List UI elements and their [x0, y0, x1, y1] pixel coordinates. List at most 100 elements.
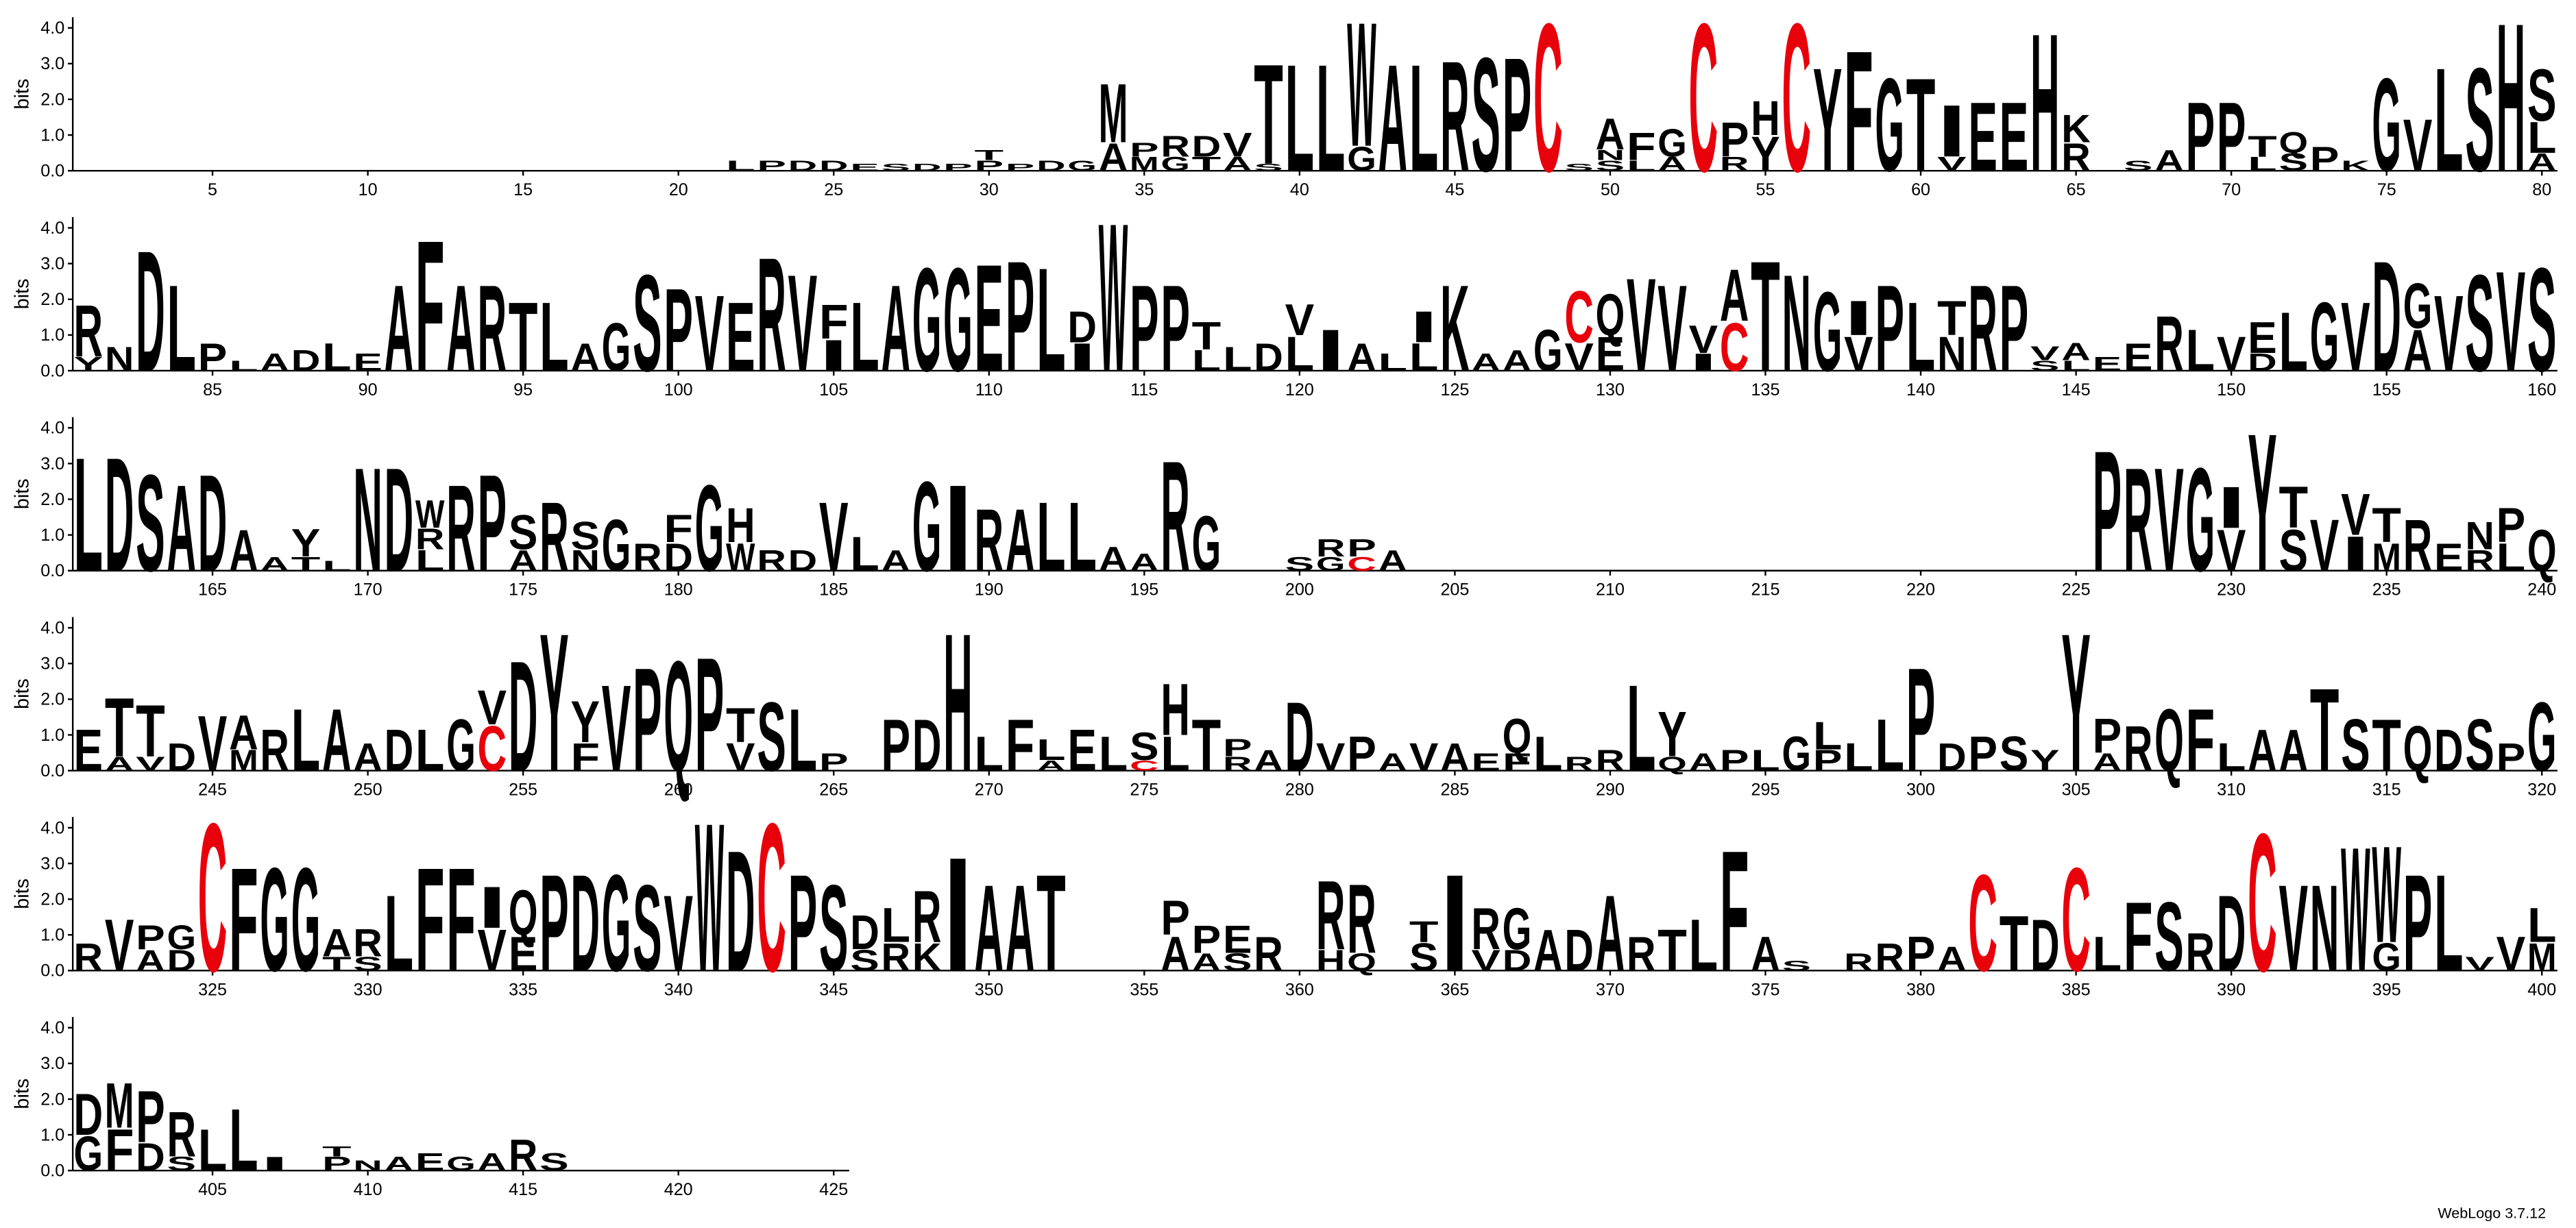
logo-letter: L [229, 1091, 258, 1190]
x-tick-label: 375 [1751, 980, 1780, 999]
logo-letter: T [2310, 664, 2340, 796]
logo-letter: R [633, 535, 662, 579]
x-tick-label: 215 [1751, 580, 1780, 600]
logo-letter: V [198, 700, 228, 788]
logo-letter: V [1409, 735, 1439, 779]
x-tick-label: 65 [2067, 180, 2086, 199]
logo-letter: E [1968, 82, 1997, 193]
y-tick-label: 2.0 [40, 290, 64, 309]
y-tick-label: 1.0 [40, 726, 64, 745]
logo-letter: G [2527, 683, 2557, 792]
logo-letter: F [1503, 748, 1532, 776]
logo-letter: N [353, 1157, 382, 1174]
logo-letter: L [2527, 898, 2557, 953]
logo-letter: F [2124, 882, 2153, 992]
logo-letter: S [2124, 158, 2153, 174]
logo-letter: I [1067, 335, 1097, 380]
logo-letter: D [2372, 228, 2401, 405]
logo-letter: L [1409, 33, 1439, 203]
logo-letter: L [882, 898, 911, 953]
logo-letter: D [788, 544, 818, 577]
logo-letter: L [74, 425, 104, 606]
logo-letter: P [2496, 735, 2526, 779]
logo-letter: V [2434, 273, 2464, 394]
logo-letter: L [1627, 659, 1656, 796]
logo-letter: P [1906, 637, 1936, 802]
logo-letter: P [478, 446, 507, 600]
logo-letter: D [136, 215, 165, 408]
logo-letter: G [602, 310, 631, 386]
x-tick-label: 390 [2217, 980, 2246, 999]
logo-letter: T [509, 282, 538, 391]
logo-letter: D [2434, 717, 2464, 783]
logo-letter: P [1192, 917, 1222, 961]
logo-letter: V [1471, 944, 1500, 977]
logo-letter: A [1223, 153, 1252, 175]
y-tick-label: 4.0 [40, 1018, 64, 1037]
logo-letter: D [136, 1135, 165, 1179]
logo-letter: L [1099, 727, 1128, 782]
logo-letter: L [2496, 535, 2526, 580]
x-tick-label: 230 [2217, 580, 2246, 600]
logo-letter: S [1596, 158, 1625, 174]
logo-letter: T [1192, 314, 1222, 358]
y-tick-label: 0.0 [40, 961, 64, 981]
x-tick-label: 70 [2222, 180, 2241, 199]
logo-letter: V [1627, 250, 1656, 400]
logo-letter: L [1906, 282, 1936, 391]
logo-letter: V [478, 680, 507, 735]
logo-letter: D [385, 717, 414, 783]
logo-letter: L [850, 282, 879, 391]
logo-letter: R [2061, 136, 2091, 180]
logo-letter: R [1875, 935, 1904, 979]
logo-letter: L [1036, 734, 1066, 767]
logo-letter: E [509, 926, 538, 981]
logo-letter: S [1285, 553, 1315, 575]
logo-letter: S [882, 162, 911, 173]
logo-letter: L [385, 872, 414, 994]
logo-letter: S [2154, 881, 2184, 992]
y-tick-label: 0.0 [40, 361, 64, 380]
logo-letter: E [726, 281, 755, 392]
logo-letter: D [2217, 874, 2246, 994]
logo-letter: Y [2248, 393, 2277, 613]
logo-letter: P [539, 846, 569, 1000]
logo-letter: C [1130, 758, 1159, 774]
logo-letter: I [1689, 348, 1718, 376]
logo-letter: F [664, 506, 693, 551]
logo-letter: L [1316, 33, 1346, 203]
logo-letter: V [1657, 259, 1687, 397]
logo-letter: S [633, 246, 662, 400]
x-tick-label: 385 [2062, 980, 2091, 999]
x-tick-label: 180 [664, 580, 693, 600]
logo-letter: T [1751, 229, 1780, 405]
logo-letter: C [1347, 553, 1376, 575]
logo-letter: R [1161, 130, 1190, 162]
logo-letter: L [167, 260, 196, 397]
logo-letter: L [1285, 327, 1315, 382]
logo-letter: C [1533, 0, 1563, 217]
logo-letter: V [726, 735, 755, 779]
x-tick-label: 30 [980, 180, 999, 199]
logo-letter: Y [1657, 699, 1687, 770]
logo-letter: V [2279, 859, 2308, 997]
logo-letter: T [726, 698, 755, 753]
x-tick-label: 360 [1285, 980, 1314, 999]
logo-letter: L [2434, 37, 2464, 202]
x-tick-label: 120 [1285, 380, 1314, 400]
logo-letter: S [2279, 149, 2308, 176]
y-tick-label: 3.0 [40, 454, 64, 474]
logo-letter: L [415, 717, 445, 783]
logo-letter: D [850, 904, 879, 959]
x-tick-label: 80 [2532, 180, 2551, 199]
logo-letter: M [105, 1070, 134, 1141]
logo-letter: T [322, 953, 352, 975]
logo-letter: A [1689, 749, 1718, 776]
logo-letter: E [850, 162, 879, 173]
logo-letter: D [1192, 130, 1222, 162]
x-tick-label: 20 [669, 180, 688, 199]
logo-letter: L [1036, 482, 1066, 591]
logo-letter: G [912, 238, 942, 403]
logo-letter: N [1596, 147, 1625, 164]
logo-letter: V [1285, 295, 1315, 344]
